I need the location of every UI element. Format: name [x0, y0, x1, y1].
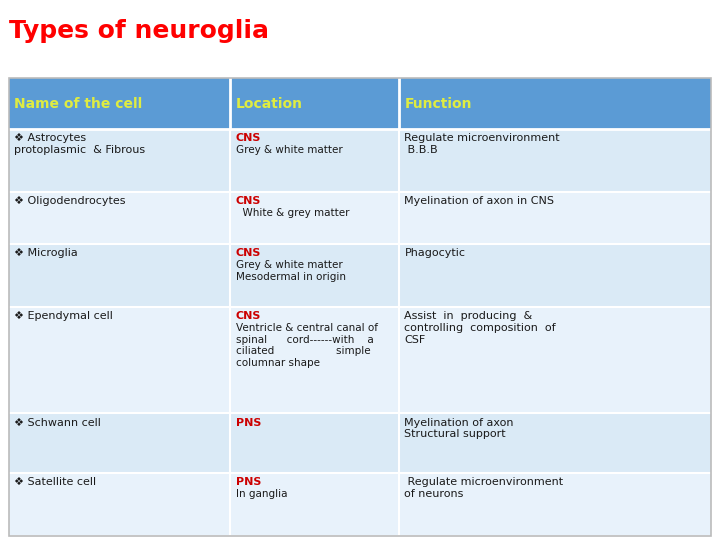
- Text: PNS: PNS: [235, 477, 261, 487]
- Text: Phagocytic: Phagocytic: [405, 248, 465, 258]
- Text: Regulate microenvironment: Regulate microenvironment: [405, 133, 560, 143]
- Text: ❖ Satellite cell: ❖ Satellite cell: [14, 477, 96, 487]
- Text: ❖ Oligodendrocytes: ❖ Oligodendrocytes: [14, 196, 126, 206]
- Text: CNS: CNS: [235, 311, 261, 321]
- Bar: [9, 473, 711, 536]
- Text: ❖ Astrocytes: ❖ Astrocytes: [14, 133, 86, 143]
- Text: Grey & white matter
Mesodermal in origin: Grey & white matter Mesodermal in origin: [235, 260, 346, 282]
- Text: Regulate microenvironment: Regulate microenvironment: [405, 477, 564, 487]
- Bar: [9, 78, 711, 536]
- Text: controlling  composition  of: controlling composition of: [405, 323, 556, 333]
- Text: Myelination of axon in CNS: Myelination of axon in CNS: [405, 196, 554, 206]
- Text: of neurons: of neurons: [405, 489, 464, 499]
- Text: Ventricle & central canal of
spinal      cord------with    a
ciliated           : Ventricle & central canal of spinal cord…: [235, 323, 378, 368]
- Text: Grey & white matter: Grey & white matter: [235, 145, 343, 155]
- Text: ❖ Schwann cell: ❖ Schwann cell: [14, 417, 102, 428]
- Text: ❖ Ependymal cell: ❖ Ependymal cell: [14, 311, 113, 321]
- Text: CNS: CNS: [235, 196, 261, 206]
- Text: Assist  in  producing  &: Assist in producing &: [405, 311, 533, 321]
- Text: CNS: CNS: [235, 248, 261, 258]
- Text: Function: Function: [405, 97, 472, 111]
- Text: ❖ Microglia: ❖ Microglia: [14, 248, 78, 258]
- Bar: [9, 307, 711, 413]
- Text: White & grey matter: White & grey matter: [235, 208, 349, 218]
- Text: Structural support: Structural support: [405, 429, 506, 440]
- Text: CNS: CNS: [235, 133, 261, 143]
- Bar: [9, 129, 711, 192]
- Bar: [9, 78, 711, 129]
- Bar: [9, 244, 711, 307]
- Text: Name of the cell: Name of the cell: [14, 97, 143, 111]
- Bar: [9, 192, 711, 244]
- Text: protoplasmic  & Fibrous: protoplasmic & Fibrous: [14, 145, 145, 155]
- Text: In ganglia: In ganglia: [235, 489, 287, 499]
- Text: Myelination of axon: Myelination of axon: [405, 417, 514, 428]
- Text: Types of neuroglia: Types of neuroglia: [9, 19, 269, 43]
- Text: Location: Location: [235, 97, 302, 111]
- Text: PNS: PNS: [235, 417, 261, 428]
- Text: B.B.B: B.B.B: [405, 145, 438, 155]
- Bar: [9, 413, 711, 473]
- Text: CSF: CSF: [405, 335, 426, 345]
